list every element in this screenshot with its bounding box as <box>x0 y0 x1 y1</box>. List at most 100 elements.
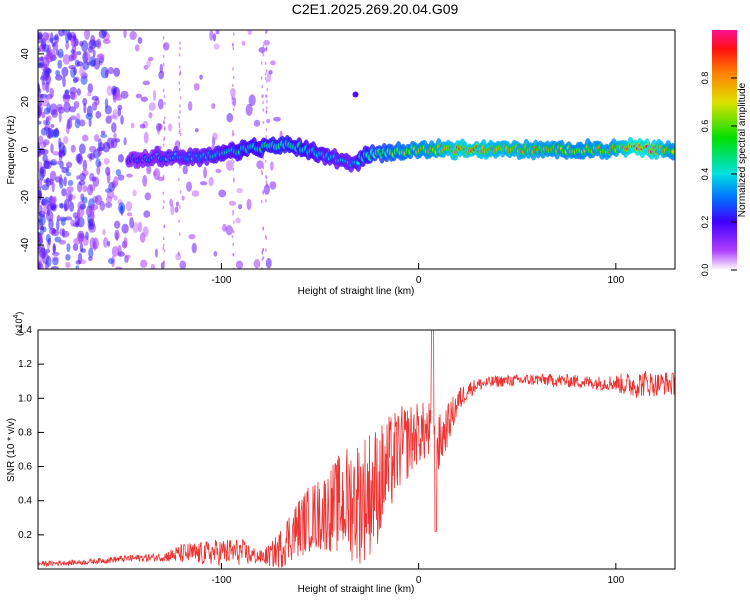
spectrogram-noise-mark <box>44 124 50 130</box>
spectrogram-noise-mark <box>46 204 54 211</box>
spectrogram-noise-mark <box>156 122 162 132</box>
spectrogram-noise-mark <box>62 92 70 104</box>
spectrogram-noise-mark <box>76 175 80 180</box>
spectrogram-noise-mark <box>82 97 88 106</box>
spectrogram-noise-mark <box>126 173 133 178</box>
spectrogram-noise-mark <box>38 101 42 107</box>
spectrogram-noise-mark <box>102 228 106 236</box>
spectrogram-noise-mark <box>211 103 216 110</box>
spectrogram-noise-mark <box>76 61 84 67</box>
spectrogram-noise-mark <box>60 218 66 226</box>
spectrogram-noise-mark <box>50 265 59 269</box>
spectrogram-noise-mark <box>55 49 59 56</box>
spectrogram-noise-mark <box>105 69 109 79</box>
spectrogram-noise-mark <box>104 98 109 109</box>
spectrogram-noise-mark <box>218 189 227 198</box>
spectrogram-noise-mark <box>106 85 113 96</box>
spectrogram-noise-mark <box>182 165 188 175</box>
spectrogram-streak-mark <box>266 99 268 103</box>
colorbar-tick-label: 0.6 <box>700 120 710 133</box>
spectrogram-noise-mark <box>57 160 61 165</box>
spectrogram-noise-mark <box>78 179 86 186</box>
spectrogram-noise-mark <box>146 59 151 68</box>
spectrogram-streak-mark <box>262 226 265 230</box>
spectrogram-noise-mark <box>87 153 93 159</box>
spectrogram-streak-mark <box>264 234 267 238</box>
spectrogram-noise-mark <box>49 37 54 43</box>
spectrogram-streak-mark <box>265 47 268 51</box>
spectrogram-noise-mark <box>65 254 71 261</box>
spectrogram-streak-mark <box>261 250 263 254</box>
spectrogram-noise-mark <box>236 187 244 194</box>
spectrogram-noise-mark <box>82 159 88 172</box>
spectrogram-noise-mark <box>215 168 222 174</box>
spectrogram-noise-mark <box>38 62 44 67</box>
spectrogram-noise-mark <box>187 100 193 111</box>
spectrogram-streak-mark <box>233 177 235 181</box>
spectrogram-streak-mark <box>162 247 164 251</box>
spectrogram-noise-mark <box>193 83 200 91</box>
spectrogram-noise-mark <box>79 203 87 210</box>
spectrogram-noise-mark <box>111 85 117 96</box>
spectrogram-noise-mark <box>81 134 89 142</box>
snr-panel: -100 0 100 0.2 0.4 0.6 0.8 1.0 1.2 1.4 Height of… <box>6 312 676 595</box>
spectrogram-noise-mark <box>70 115 77 121</box>
spectrogram-noise-mark <box>270 60 276 66</box>
spectrogram-streak-mark <box>164 43 166 47</box>
spectrogram-noise-mark <box>68 64 76 70</box>
spectrogram-streak-mark <box>178 87 181 91</box>
spectrogram-streak-mark <box>162 261 165 265</box>
spectrogram-streak-mark <box>163 95 166 99</box>
spectrogram-noise-mark <box>157 98 164 110</box>
spectrogram-streak-mark <box>266 94 268 98</box>
spectrogram-streak-mark <box>179 96 182 100</box>
spectrogram-noise-mark <box>137 221 143 233</box>
spectrogram-streak-mark <box>266 87 269 91</box>
spectrogram-noise-mark <box>38 120 42 125</box>
spectrogram-noise-mark <box>66 186 74 193</box>
spectrogram-noise-mark <box>55 70 61 76</box>
spectrogram-noise-mark <box>51 108 59 118</box>
spectrogram-noise-mark <box>143 64 149 70</box>
spectrogram-noise-mark <box>85 231 89 241</box>
spectrogram-y-tick-label: 0 <box>20 146 31 152</box>
spectrogram-streak-mark <box>232 130 234 134</box>
spectrogram-streak-mark <box>262 94 264 98</box>
spectrogram-streak-mark <box>231 101 234 105</box>
spectrogram-noise-mark <box>41 37 47 50</box>
spectrogram-noise-mark <box>246 198 252 211</box>
spectrogram-y-ticks: -40 -20 0 20 40 <box>20 48 44 252</box>
spectrogram-noise-mark <box>107 258 115 265</box>
spectrogram-streak-mark <box>178 122 181 126</box>
spectrogram-streak-mark <box>163 121 165 125</box>
spectrogram-streak-mark <box>265 180 268 184</box>
spectrogram-noise-mark <box>154 248 158 258</box>
spectrogram-noise-mark <box>40 225 45 231</box>
spectrogram-noise-mark <box>82 61 90 70</box>
spectrogram-noise-mark <box>38 146 42 155</box>
spectrogram-x-ticks: -100 0 100 <box>211 263 625 286</box>
spectrogram-y-tick-label: 20 <box>20 96 31 108</box>
spectrogram-noise-mark <box>73 101 80 109</box>
spectrogram-streak-mark <box>232 160 235 164</box>
spectrogram-streak-mark <box>265 175 267 179</box>
spectrogram-noise-mark <box>57 59 63 69</box>
spectrogram-noise-mark <box>98 161 102 167</box>
spectrogram-noise-mark <box>84 30 91 40</box>
spectrogram-streak-mark <box>262 121 265 125</box>
spectrogram-noise-mark <box>85 112 93 120</box>
figure-title: C2E1.2025.269.20.04.G09 <box>292 1 459 17</box>
spectrogram-noise-mark <box>102 141 111 153</box>
spectrogram-noise-mark <box>67 179 74 186</box>
spectrogram-noise-mark <box>191 190 200 197</box>
spectrogram-noise-mark <box>191 242 197 254</box>
spectrogram-noise-mark <box>117 108 122 117</box>
spectrogram-noise-mark <box>148 112 153 119</box>
spectrogram-streak-mark <box>232 168 235 172</box>
spectrogram-noise-mark <box>38 88 42 95</box>
spectrogram-noise-mark <box>72 77 78 84</box>
spectrogram-noise-mark <box>82 196 88 204</box>
spectrogram-x-label: Height of straight line (km) <box>298 286 415 297</box>
spectrogram-noise-mark <box>45 177 52 187</box>
snr-y-tick-label: 0.6 <box>18 462 32 473</box>
